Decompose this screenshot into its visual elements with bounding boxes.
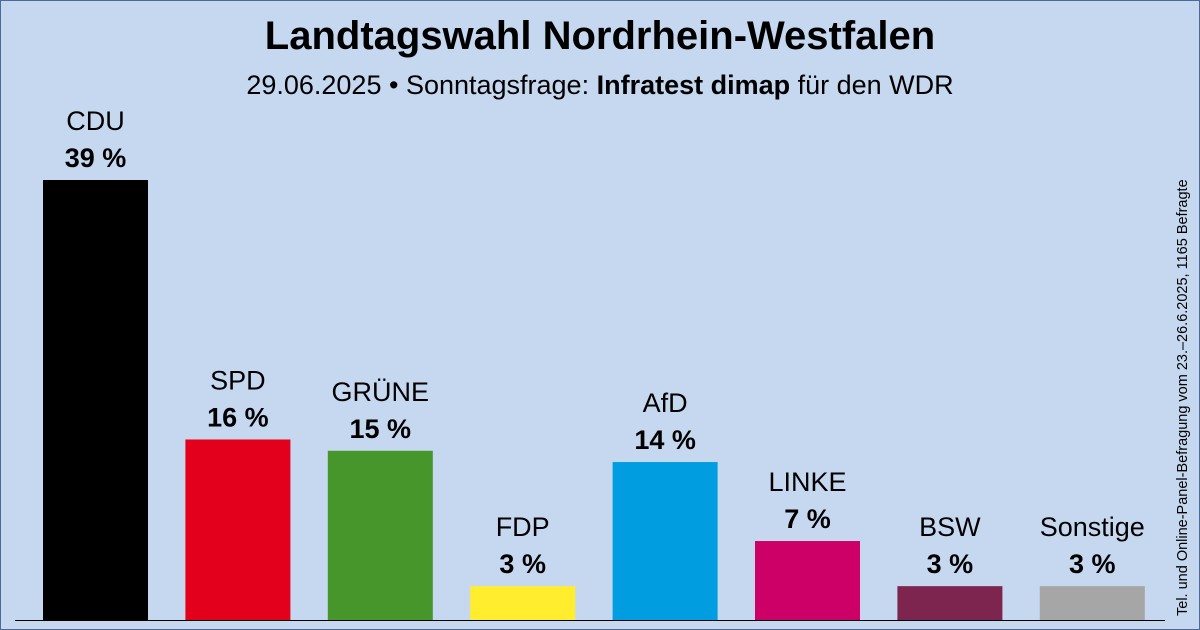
- chart-subtitle: 29.06.2025 • Sonntagsfrage: Infratest di…: [0, 70, 1200, 101]
- bar-cdu: [43, 180, 148, 620]
- bar-bsw: [897, 586, 1003, 620]
- party-label: FDP: [496, 512, 550, 542]
- subtitle-prefix: Sonntagsfrage:: [405, 70, 597, 100]
- party-label: LINKE: [768, 467, 846, 497]
- party-label: AfD: [643, 388, 688, 418]
- party-label: Sonstige: [1040, 512, 1145, 542]
- value-label: 14 %: [634, 425, 696, 455]
- poll-institute: Infratest dimap: [596, 70, 791, 100]
- subtitle-separator: •: [381, 70, 406, 100]
- value-label: 3 %: [1069, 549, 1116, 579]
- bar-spd: [185, 439, 291, 620]
- value-label: 15 %: [350, 414, 412, 444]
- chart-title: Landtagswahl Nordrhein-Westfalen: [264, 14, 936, 58]
- value-label: 16 %: [207, 402, 269, 432]
- party-label: CDU: [66, 106, 125, 136]
- poll-date: 29.06.2025: [246, 70, 382, 100]
- subtitle-suffix: für den WDR: [790, 70, 954, 100]
- value-label: 39 %: [65, 143, 127, 173]
- value-label: 3 %: [927, 549, 974, 579]
- party-label: BSW: [919, 512, 981, 542]
- party-label: SPD: [210, 365, 266, 395]
- party-label: GRÜNE: [332, 377, 430, 407]
- bar-grüne: [327, 450, 433, 620]
- bar-afd: [612, 462, 718, 620]
- bar-fdp: [470, 586, 576, 620]
- value-label: 3 %: [499, 549, 546, 579]
- bar-sonstige: [1039, 586, 1145, 620]
- bar-linke: [755, 541, 860, 620]
- value-label: 7 %: [784, 504, 831, 534]
